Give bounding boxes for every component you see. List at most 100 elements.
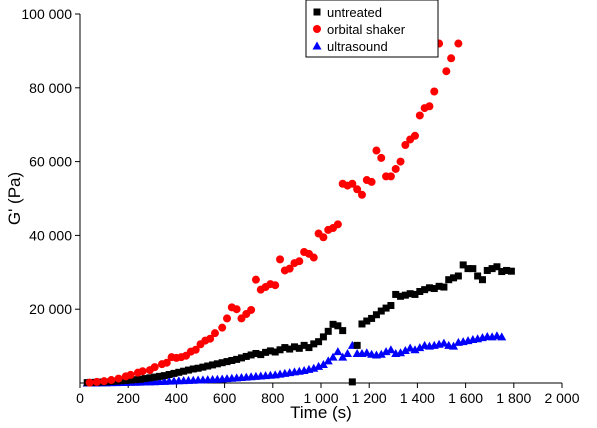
legend-label: orbital shaker <box>327 22 406 37</box>
x-tick-label: 1 200 <box>352 390 387 406</box>
point-orbital-shaker <box>276 255 285 264</box>
x-tick-label: 1 400 <box>400 390 435 406</box>
point-orbital-shaker <box>430 87 439 96</box>
point-untreated <box>237 354 245 362</box>
point-ultrasound <box>439 338 449 347</box>
point-untreated <box>478 276 486 284</box>
point-untreated <box>507 267 515 275</box>
point-untreated <box>122 376 130 384</box>
point-untreated <box>242 352 250 360</box>
point-orbital-shaker <box>150 363 159 372</box>
point-untreated <box>170 369 178 377</box>
y-tick-label: 20 000 <box>29 301 72 317</box>
x-tick-label: 2 000 <box>544 390 579 406</box>
point-untreated <box>372 311 380 319</box>
point-untreated <box>474 272 482 280</box>
point-untreated <box>223 358 231 366</box>
x-tick-label: 800 <box>261 390 285 406</box>
point-untreated <box>295 344 303 352</box>
point-untreated <box>276 346 284 354</box>
point-untreated <box>445 276 453 284</box>
legend-box <box>305 0 439 58</box>
point-orbital-shaker <box>415 111 424 120</box>
point-orbital-shaker <box>367 177 376 186</box>
point-untreated <box>310 340 318 348</box>
point-ultrasound <box>449 341 459 350</box>
point-orbital-shaker <box>92 377 101 386</box>
point-untreated <box>498 268 506 276</box>
point-untreated <box>387 302 395 310</box>
x-tick-label: 600 <box>213 390 237 406</box>
point-orbital-shaker <box>401 140 410 149</box>
point-untreated <box>416 287 424 295</box>
point-untreated <box>160 372 168 380</box>
point-orbital-shaker <box>353 185 362 194</box>
point-ultrasound <box>318 360 328 369</box>
point-untreated <box>184 366 192 374</box>
point-orbital-shaker <box>357 190 366 199</box>
point-ultrasound <box>333 347 343 356</box>
x-tick-label: 1 000 <box>303 390 338 406</box>
point-orbital-shaker <box>285 264 294 273</box>
point-orbital-shaker <box>372 146 381 155</box>
point-orbital-shaker <box>114 374 123 383</box>
legend-marker-ultrasound <box>312 41 322 50</box>
point-untreated <box>209 361 217 369</box>
point-orbital-shaker <box>386 172 395 181</box>
point-untreated <box>382 304 390 312</box>
point-orbital-shaker <box>271 281 280 290</box>
point-untreated <box>252 349 260 357</box>
point-untreated <box>348 378 356 386</box>
point-ultrasound <box>415 343 425 352</box>
y-axis-title: G' (Pa) <box>5 172 24 225</box>
point-ultrasound <box>497 332 507 341</box>
point-ultrasound <box>376 349 386 358</box>
point-untreated <box>199 363 207 371</box>
point-untreated <box>233 355 241 363</box>
point-untreated <box>156 372 164 380</box>
point-untreated <box>454 272 462 280</box>
point-orbital-shaker <box>348 179 357 188</box>
point-orbital-shaker <box>206 334 215 343</box>
point-untreated <box>146 374 154 382</box>
point-ultrasound <box>396 348 406 357</box>
axes: 0 200 400 600 800 1 000 1 200 1 400 1 600 1 800 2 … <box>21 6 579 406</box>
point-orbital-shaker <box>85 378 94 387</box>
point-orbital-shaker <box>377 153 386 162</box>
data-marks <box>82 39 515 387</box>
point-untreated <box>315 338 323 346</box>
point-untreated <box>353 341 361 349</box>
point-untreated <box>180 367 188 375</box>
point-untreated <box>425 284 433 292</box>
point-orbital-shaker <box>126 370 135 379</box>
point-orbital-shaker <box>309 253 318 262</box>
point-untreated <box>435 282 443 290</box>
point-ultrasound <box>362 348 372 357</box>
point-orbital-shaker <box>410 131 419 140</box>
y-tick-label: 40 000 <box>29 227 72 243</box>
point-untreated <box>319 333 327 341</box>
point-untreated <box>127 376 135 384</box>
point-untreated <box>131 376 139 384</box>
point-untreated <box>324 327 332 335</box>
point-untreated <box>165 371 173 379</box>
x-tick-label: 400 <box>165 390 189 406</box>
point-ultrasound <box>386 345 396 354</box>
point-untreated <box>430 285 438 293</box>
point-orbital-shaker <box>247 305 256 314</box>
point-untreated <box>339 327 347 335</box>
point-orbital-shaker <box>396 157 405 166</box>
point-orbital-shaker <box>447 54 456 63</box>
point-untreated <box>406 290 414 298</box>
point-untreated <box>377 307 385 315</box>
point-orbital-shaker <box>162 358 171 367</box>
y-tick-label: 100 000 <box>21 6 72 22</box>
series-orbital-shaker <box>85 39 463 387</box>
point-untreated <box>136 375 144 383</box>
point-untreated <box>440 283 448 291</box>
point-untreated <box>281 344 289 352</box>
point-untreated <box>305 344 313 352</box>
point-orbital-shaker <box>223 314 232 323</box>
point-ultrasound <box>343 348 353 357</box>
point-orbital-shaker <box>138 367 147 376</box>
